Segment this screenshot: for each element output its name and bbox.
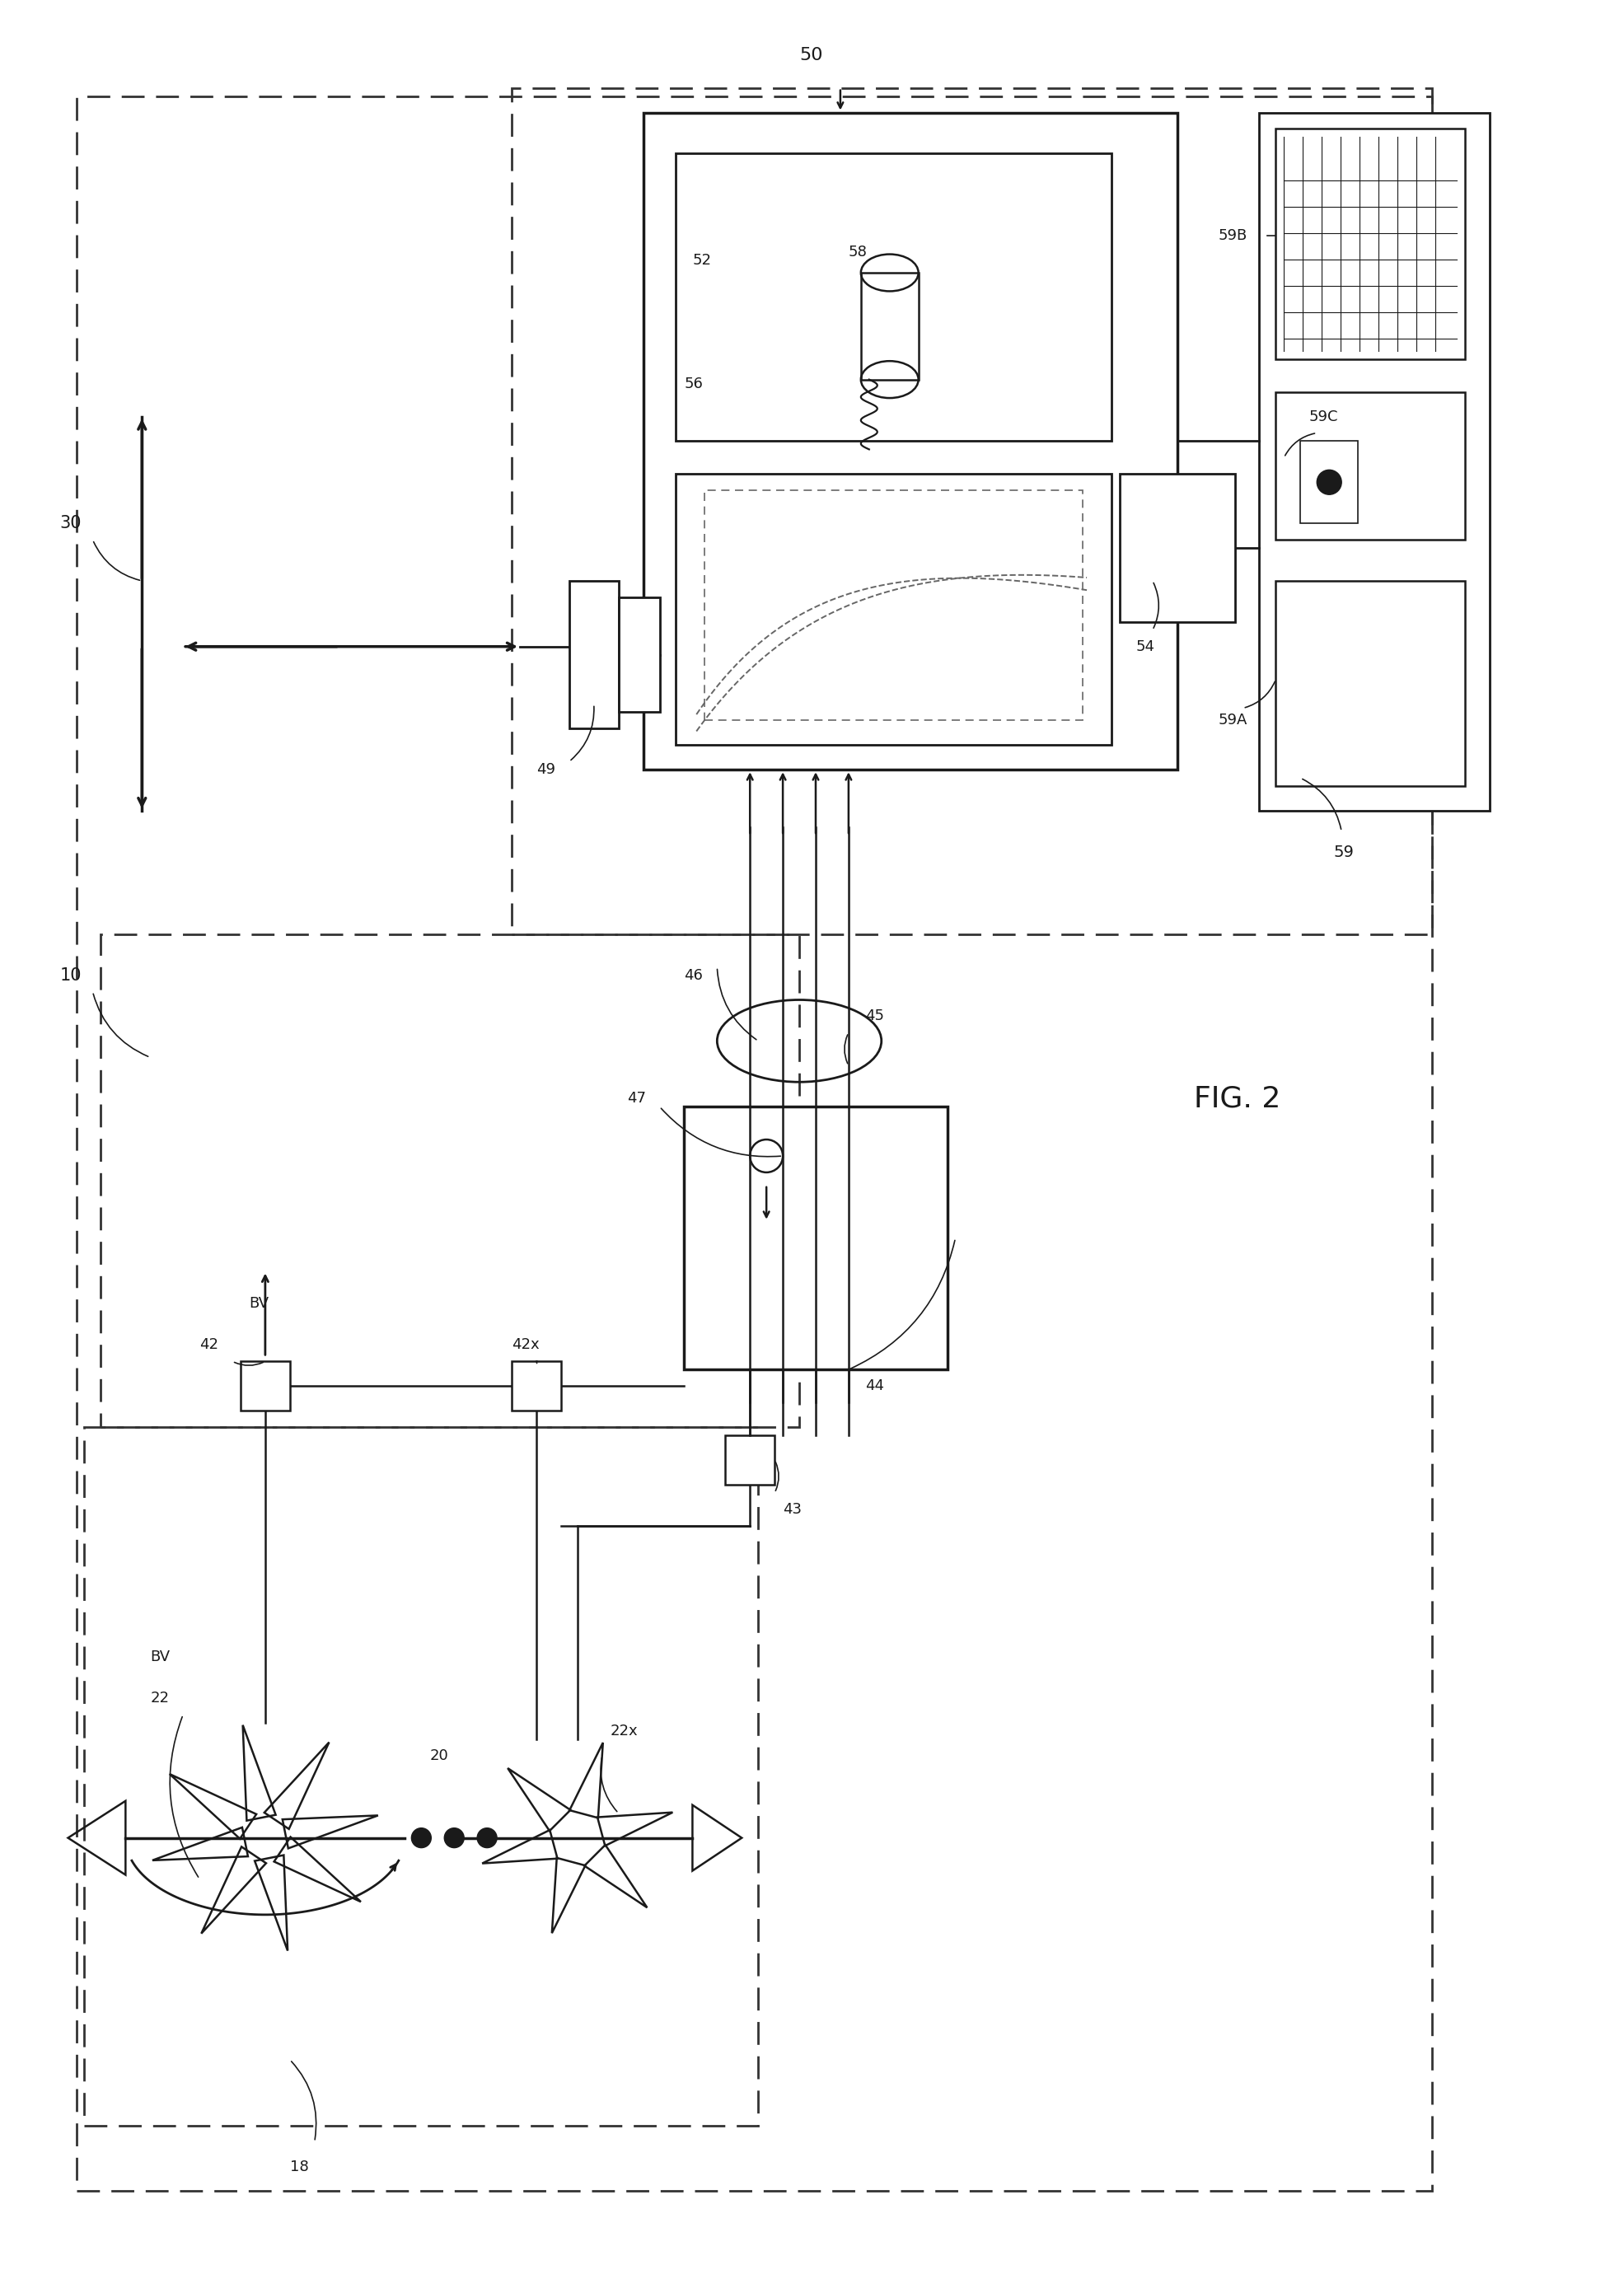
Text: FIG. 2: FIG. 2 [1194,1085,1280,1112]
Text: 45: 45 [866,1009,883,1023]
Bar [1276,580,1465,786]
Circle shape [445,1828,464,1848]
Text: 54: 54 [1137,640,1155,654]
Bar [1276,128,1465,360]
Text: 22x: 22x [611,1724,638,1738]
Text: BV: BV [248,1296,268,1312]
Bar [643,112,1177,770]
Bar [1276,392,1465,539]
Bar [861,273,919,381]
Text: 10: 10 [60,968,81,984]
Circle shape [411,1828,432,1848]
Text: 42x: 42x [512,1337,539,1353]
Text: 44: 44 [866,1378,883,1394]
Text: 59C: 59C [1309,408,1338,424]
Bar [568,580,619,729]
Text: 52: 52 [692,252,711,268]
Text: 56: 56 [684,376,703,392]
Bar [1259,112,1489,812]
Circle shape [1317,470,1341,495]
Bar [676,475,1111,745]
Text: 59A: 59A [1218,713,1247,727]
Bar [676,154,1111,440]
Text: 18: 18 [289,2160,309,2174]
Text: 46: 46 [684,968,703,984]
Text: 43: 43 [783,1502,802,1516]
Text: 30: 30 [60,516,81,532]
Bar [705,491,1083,720]
Text: 58: 58 [849,245,867,259]
Text: 59: 59 [1333,844,1354,860]
Bar [76,96,1432,2192]
Circle shape [477,1828,497,1848]
Bar [512,1362,560,1410]
Bar [726,1435,775,1484]
Text: 50: 50 [799,46,823,64]
Text: 47: 47 [627,1091,646,1105]
Bar [619,596,659,713]
Bar [101,933,799,1426]
Text: 49: 49 [536,761,555,777]
Text: 20: 20 [429,1747,448,1763]
Text: 59B: 59B [1218,229,1247,243]
Bar [512,87,1432,933]
Bar [684,1108,947,1369]
Bar [1301,440,1358,523]
Text: 42: 42 [200,1337,219,1353]
Text: 22: 22 [149,1690,169,1706]
Bar [1119,475,1234,621]
Bar [240,1362,289,1410]
Bar [84,1426,758,2126]
Text: BV: BV [149,1649,171,1665]
